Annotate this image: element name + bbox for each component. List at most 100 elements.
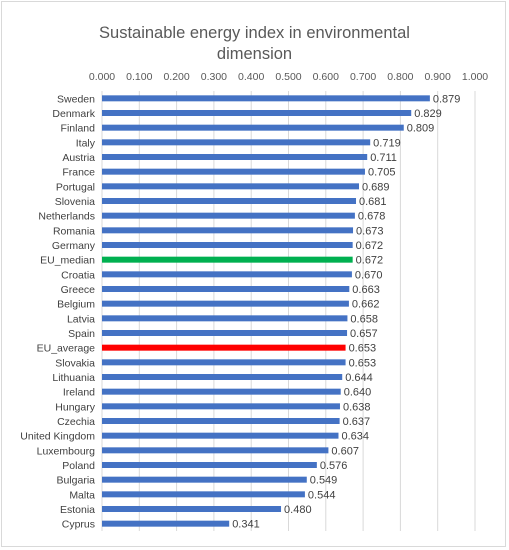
bars <box>102 95 430 527</box>
chart-title-line-2: dimension <box>217 45 292 63</box>
bar <box>102 315 348 322</box>
data-label: 0.653 <box>349 357 377 369</box>
category-label: Portugal <box>56 181 95 193</box>
data-label: 0.653 <box>349 343 377 355</box>
category-label: Italy <box>76 137 96 149</box>
bar <box>102 212 355 219</box>
data-label: 0.673 <box>356 225 384 237</box>
bar <box>102 256 353 263</box>
category-label: Latvia <box>67 313 95 325</box>
bar <box>102 271 352 278</box>
data-label: 0.689 <box>362 181 390 193</box>
category-label: Hungary <box>55 401 95 413</box>
data-label: 0.681 <box>359 196 387 208</box>
bar <box>102 418 340 424</box>
data-label: 0.640 <box>344 387 372 399</box>
bar <box>102 374 343 380</box>
category-label: Estonia <box>60 504 95 516</box>
data-label: 0.705 <box>368 167 396 179</box>
bar <box>102 124 404 131</box>
data-label: 0.672 <box>356 255 384 267</box>
bar <box>102 168 365 175</box>
data-label: 0.341 <box>232 519 260 531</box>
data-label: 0.662 <box>352 299 380 311</box>
bar <box>102 330 348 336</box>
x-tick-label: 0.900 <box>425 71 451 83</box>
category-label: Romania <box>53 225 95 237</box>
data-label: 0.879 <box>433 93 461 105</box>
data-label: 0.711 <box>370 152 397 164</box>
data-label: 0.658 <box>350 313 378 325</box>
category-labels: Sweden Denmark Finland Italy Austria France Po… <box>20 93 95 530</box>
bar <box>102 344 346 351</box>
data-label: 0.637 <box>343 416 371 428</box>
bar <box>102 491 305 498</box>
data-label: 0.549 <box>310 475 338 487</box>
data-label: 0.634 <box>341 431 369 443</box>
data-label: 0.672 <box>356 240 384 252</box>
x-tick-label: 0.300 <box>201 71 227 83</box>
x-tick-label: 0.700 <box>350 71 376 83</box>
data-label: 0.544 <box>308 489 336 501</box>
data-label: 0.607 <box>331 445 359 457</box>
x-tick-label: 0.500 <box>275 71 301 83</box>
x-tick-label: 0.400 <box>238 71 264 83</box>
data-label: 0.480 <box>284 504 312 516</box>
category-label: Greece <box>61 284 96 296</box>
category-label: Slovakia <box>55 357 95 369</box>
bar <box>102 139 371 146</box>
category-label: Czechia <box>57 416 95 428</box>
category-label: Malta <box>69 489 95 501</box>
bar <box>102 110 412 116</box>
category-label: Belgium <box>57 299 95 311</box>
category-label: EU_median <box>40 255 95 267</box>
x-tick-label: 0.100 <box>126 71 152 83</box>
data-label: 0.663 <box>352 284 380 296</box>
x-tick-label: 1.000 <box>462 71 488 83</box>
chart-title-line-1: Sustainable energy index in environmenta… <box>99 24 410 42</box>
category-label: Cyprus <box>62 519 95 531</box>
data-label: 0.644 <box>345 372 373 384</box>
category-label: Slovenia <box>55 196 95 208</box>
bar <box>102 476 307 483</box>
bar <box>102 154 368 160</box>
data-label: 0.638 <box>343 401 371 413</box>
bar <box>102 462 317 468</box>
x-tick-label: 0.600 <box>313 71 339 83</box>
data-label: 0.719 <box>373 137 401 149</box>
bar <box>102 447 329 454</box>
bar <box>102 388 341 395</box>
bar <box>102 227 354 234</box>
data-label: 0.829 <box>414 108 442 120</box>
bar <box>102 432 339 439</box>
x-axis-ticks: 0.000 0.100 0.200 0.300 0.400 0.500 0.600 0.700… <box>89 71 488 83</box>
bar <box>102 183 359 190</box>
bar <box>102 95 430 102</box>
data-label: 0.670 <box>355 269 383 281</box>
bar <box>102 198 357 204</box>
data-labels: 0.879 0.829 0.809 0.719 0.711 0.705 0.689 0.681… <box>232 93 460 530</box>
x-tick-label: 0.800 <box>387 71 413 83</box>
bar <box>102 403 340 410</box>
category-label: Finland <box>61 123 96 135</box>
data-label: 0.657 <box>350 328 378 340</box>
data-label: 0.678 <box>358 211 386 223</box>
bar <box>102 300 349 307</box>
category-label: Lithuania <box>52 372 95 384</box>
x-tick-label: 0.200 <box>163 71 189 83</box>
gridlines <box>101 91 476 531</box>
category-label: Spain <box>68 328 95 340</box>
data-label: 0.809 <box>407 123 435 135</box>
category-label: France <box>62 167 95 179</box>
bar <box>102 506 282 512</box>
category-label: Bulgaria <box>56 475 95 487</box>
category-label: Poland <box>62 460 95 472</box>
category-label: EU_average <box>37 343 96 355</box>
category-label: Luxembourg <box>37 445 96 457</box>
data-label: 0.576 <box>320 460 348 472</box>
bar <box>102 286 350 292</box>
bar <box>102 359 346 366</box>
category-label: Denmark <box>52 108 95 120</box>
